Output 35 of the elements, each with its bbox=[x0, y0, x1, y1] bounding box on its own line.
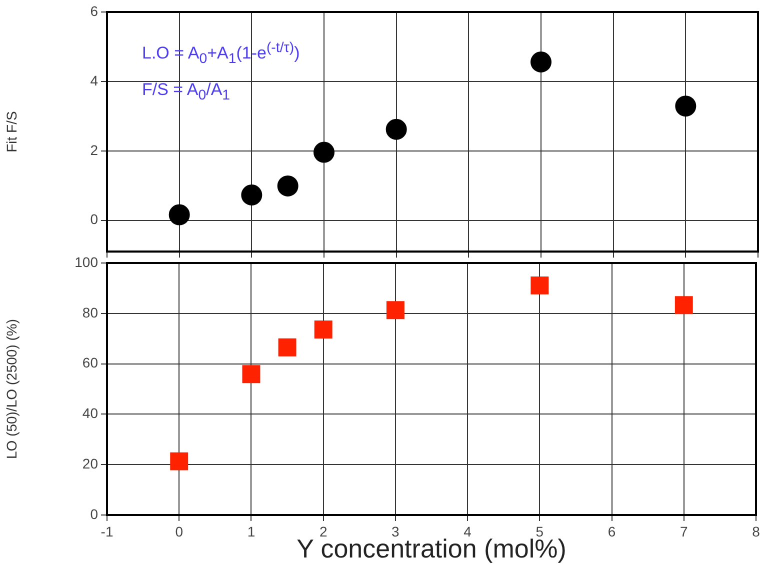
y-tick-label: 0 bbox=[90, 211, 98, 228]
y-tick-label: 6 bbox=[90, 2, 98, 19]
point bbox=[386, 118, 407, 140]
y-tick-label: 2 bbox=[90, 142, 98, 158]
point bbox=[675, 96, 696, 117]
x-tick-label: 0 bbox=[175, 523, 184, 540]
y-axis-title: Fit F/S bbox=[3, 111, 20, 152]
x-tick-label: 7 bbox=[680, 523, 688, 540]
point bbox=[277, 175, 298, 196]
point bbox=[530, 52, 552, 73]
point bbox=[278, 338, 296, 356]
point bbox=[386, 301, 404, 320]
point bbox=[530, 276, 549, 294]
y-tick-label: 0 bbox=[90, 506, 98, 522]
point bbox=[241, 184, 262, 206]
point bbox=[170, 452, 188, 470]
y-tick-label: 20 bbox=[82, 455, 98, 472]
x-tick-label: 5 bbox=[536, 523, 544, 540]
x-tick-label: 8 bbox=[752, 523, 760, 540]
y-tick-label: 80 bbox=[82, 304, 98, 320]
y-tick-label: 100 bbox=[74, 254, 98, 270]
x-tick-label: 6 bbox=[608, 523, 616, 540]
y-tick-label: 60 bbox=[82, 354, 98, 371]
point bbox=[168, 204, 190, 226]
y-tick-label: 40 bbox=[82, 405, 98, 422]
x-tick-label: 4 bbox=[464, 523, 472, 540]
x-tick-label: 3 bbox=[392, 523, 400, 540]
x-tick-label: -1 bbox=[100, 523, 114, 540]
point bbox=[314, 142, 334, 163]
y-axis-title: LO (50)/LO (2500) (%) bbox=[3, 318, 20, 460]
x-tick-label: 1 bbox=[247, 523, 256, 540]
point bbox=[674, 296, 693, 314]
point bbox=[314, 320, 332, 339]
point bbox=[242, 365, 260, 384]
y-tick-label: 4 bbox=[90, 72, 98, 88]
